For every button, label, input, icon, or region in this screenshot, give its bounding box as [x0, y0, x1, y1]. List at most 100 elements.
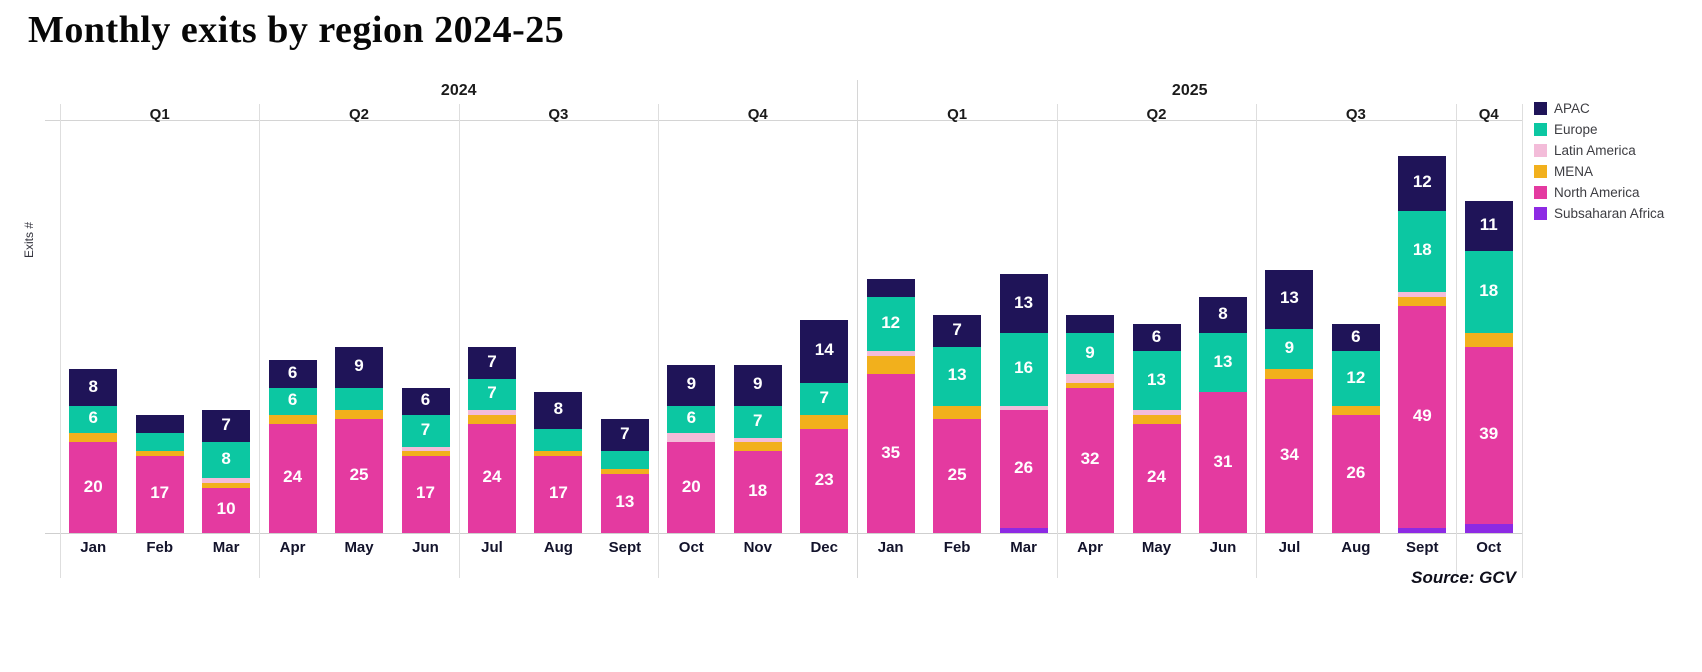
bar-segment-mena[interactable]: [534, 451, 583, 456]
bar-segment-latin-america[interactable]: [1132, 410, 1181, 415]
bar-segment-europe[interactable]: 12: [1331, 351, 1380, 406]
bar-segment-latin-america[interactable]: [999, 405, 1048, 411]
bar-segment-apac[interactable]: 6: [1331, 324, 1380, 352]
bar-segment-mena[interactable]: [1464, 333, 1513, 347]
bar-segment-north-america[interactable]: 13: [600, 473, 649, 533]
bar-segment-latin-america[interactable]: [1398, 292, 1447, 297]
bar-segment-apac[interactable]: 6: [1132, 324, 1181, 352]
bar-segment-mena[interactable]: [135, 451, 184, 456]
bar-segment-latin-america[interactable]: [667, 433, 716, 443]
bar-segment-north-america[interactable]: 24: [1132, 423, 1181, 533]
bar-segment-north-america[interactable]: 39: [1464, 346, 1513, 524]
bar-segment-north-america[interactable]: 25: [335, 419, 384, 533]
bar-segment-mena[interactable]: [800, 414, 849, 429]
bar-segment-subsaharan-africa[interactable]: [1464, 523, 1513, 533]
bar-segment-apac[interactable]: 7: [467, 346, 516, 379]
legend-item-europe[interactable]: Europe: [1534, 119, 1664, 140]
bar-segment-apac[interactable]: 11: [1464, 201, 1513, 252]
bar-segment-europe[interactable]: 6: [268, 387, 317, 415]
bar-segment-europe[interactable]: 7: [401, 414, 450, 447]
bar-segment-europe[interactable]: [135, 433, 184, 452]
bar-segment-latin-america[interactable]: [866, 351, 915, 356]
bar-segment-apac[interactable]: 8: [534, 392, 583, 429]
bar-segment-north-america[interactable]: 31: [1198, 392, 1247, 533]
legend-item-apac[interactable]: APAC: [1534, 98, 1664, 119]
bar-segment-apac[interactable]: 7: [933, 314, 982, 347]
bar-segment-europe[interactable]: 12: [866, 296, 915, 352]
bar-segment-mena[interactable]: [401, 451, 450, 456]
bar-segment-north-america[interactable]: 17: [135, 455, 184, 533]
bar-segment-apac[interactable]: [135, 414, 184, 434]
bar-segment-subsaharan-africa[interactable]: [999, 528, 1048, 533]
bar-segment-north-america[interactable]: 34: [1265, 378, 1314, 533]
bar-segment-north-america[interactable]: 26: [999, 410, 1048, 529]
bar-segment-mena[interactable]: [268, 414, 317, 424]
bar-segment-europe[interactable]: 13: [933, 346, 982, 406]
bar-segment-apac[interactable]: [866, 278, 915, 297]
bar-segment-apac[interactable]: 9: [733, 364, 782, 406]
bar-segment-mena[interactable]: [69, 433, 118, 443]
bar-segment-apac[interactable]: 9: [335, 346, 384, 388]
bar-segment-europe[interactable]: 7: [467, 378, 516, 411]
bar-segment-north-america[interactable]: 20: [667, 442, 716, 533]
legend-item-mena[interactable]: MENA: [1534, 161, 1664, 182]
bar-segment-europe[interactable]: 8: [202, 442, 251, 479]
bar-segment-apac[interactable]: 6: [401, 387, 450, 415]
bar-segment-apac[interactable]: 6: [268, 360, 317, 388]
bar-segment-north-america[interactable]: 18: [733, 451, 782, 533]
bar-segment-mena[interactable]: [1066, 383, 1115, 388]
bar-segment-europe[interactable]: 6: [667, 405, 716, 434]
bar-segment-apac[interactable]: 14: [800, 319, 849, 384]
bar-segment-north-america[interactable]: 35: [866, 374, 915, 533]
bar-segment-europe[interactable]: [534, 428, 583, 452]
bar-segment-north-america[interactable]: 25: [933, 419, 982, 533]
bar-segment-north-america[interactable]: 26: [1331, 414, 1380, 533]
bar-segment-mena[interactable]: [1331, 405, 1380, 415]
bar-segment-apac[interactable]: 13: [1265, 269, 1314, 329]
bar-segment-apac[interactable]: 7: [202, 410, 251, 443]
bar-segment-europe[interactable]: [600, 451, 649, 470]
bar-segment-mena[interactable]: [866, 355, 915, 375]
bar-segment-europe[interactable]: 13: [1198, 333, 1247, 393]
bar-segment-mena[interactable]: [202, 483, 251, 488]
bar-segment-mena[interactable]: [335, 410, 384, 420]
bar-segment-north-america[interactable]: 49: [1398, 305, 1447, 529]
bar-segment-europe[interactable]: 9: [1066, 333, 1115, 375]
bar-segment-europe[interactable]: 18: [1398, 210, 1447, 293]
bar-segment-europe[interactable]: [335, 387, 384, 411]
bar-segment-north-america[interactable]: 24: [268, 423, 317, 533]
bar-segment-europe[interactable]: 7: [733, 405, 782, 438]
legend-item-north-america[interactable]: North America: [1534, 182, 1664, 203]
legend-item-latin-america[interactable]: Latin America: [1534, 140, 1664, 161]
bar-segment-north-america[interactable]: 32: [1066, 387, 1115, 533]
bar-segment-europe[interactable]: 7: [800, 383, 849, 415]
bar-segment-europe[interactable]: 16: [999, 333, 1048, 406]
bar-segment-latin-america[interactable]: [202, 478, 251, 484]
bar-segment-europe[interactable]: 18: [1464, 251, 1513, 334]
bar-segment-north-america[interactable]: 10: [202, 487, 251, 533]
bar-segment-mena[interactable]: [733, 442, 782, 452]
bar-segment-latin-america[interactable]: [401, 446, 450, 452]
bar-segment-mena[interactable]: [1132, 414, 1181, 424]
bar-segment-mena[interactable]: [600, 469, 649, 474]
bar-segment-north-america[interactable]: 23: [800, 428, 849, 533]
bar-segment-subsaharan-africa[interactable]: [1398, 528, 1447, 533]
bar-segment-mena[interactable]: [933, 405, 982, 420]
bar-segment-mena[interactable]: [1398, 296, 1447, 306]
bar-segment-latin-america[interactable]: [1066, 374, 1115, 384]
bar-segment-europe[interactable]: 13: [1132, 351, 1181, 411]
legend-item-subsaharan-africa[interactable]: Subsaharan Africa: [1534, 203, 1664, 224]
bar-segment-latin-america[interactable]: [467, 410, 516, 415]
bar-segment-apac[interactable]: 8: [69, 369, 118, 406]
bar-segment-mena[interactable]: [467, 414, 516, 424]
bar-segment-north-america[interactable]: 17: [534, 455, 583, 533]
bar-segment-apac[interactable]: 13: [999, 274, 1048, 334]
bar-segment-latin-america[interactable]: [733, 437, 782, 443]
bar-segment-apac[interactable]: 9: [667, 364, 716, 406]
bar-segment-north-america[interactable]: 17: [401, 455, 450, 533]
bar-segment-apac[interactable]: 7: [600, 419, 649, 452]
bar-segment-europe[interactable]: 6: [69, 405, 118, 434]
bar-segment-north-america[interactable]: 24: [467, 423, 516, 533]
bar-segment-mena[interactable]: [1265, 369, 1314, 379]
bar-segment-apac[interactable]: 8: [1198, 296, 1247, 334]
